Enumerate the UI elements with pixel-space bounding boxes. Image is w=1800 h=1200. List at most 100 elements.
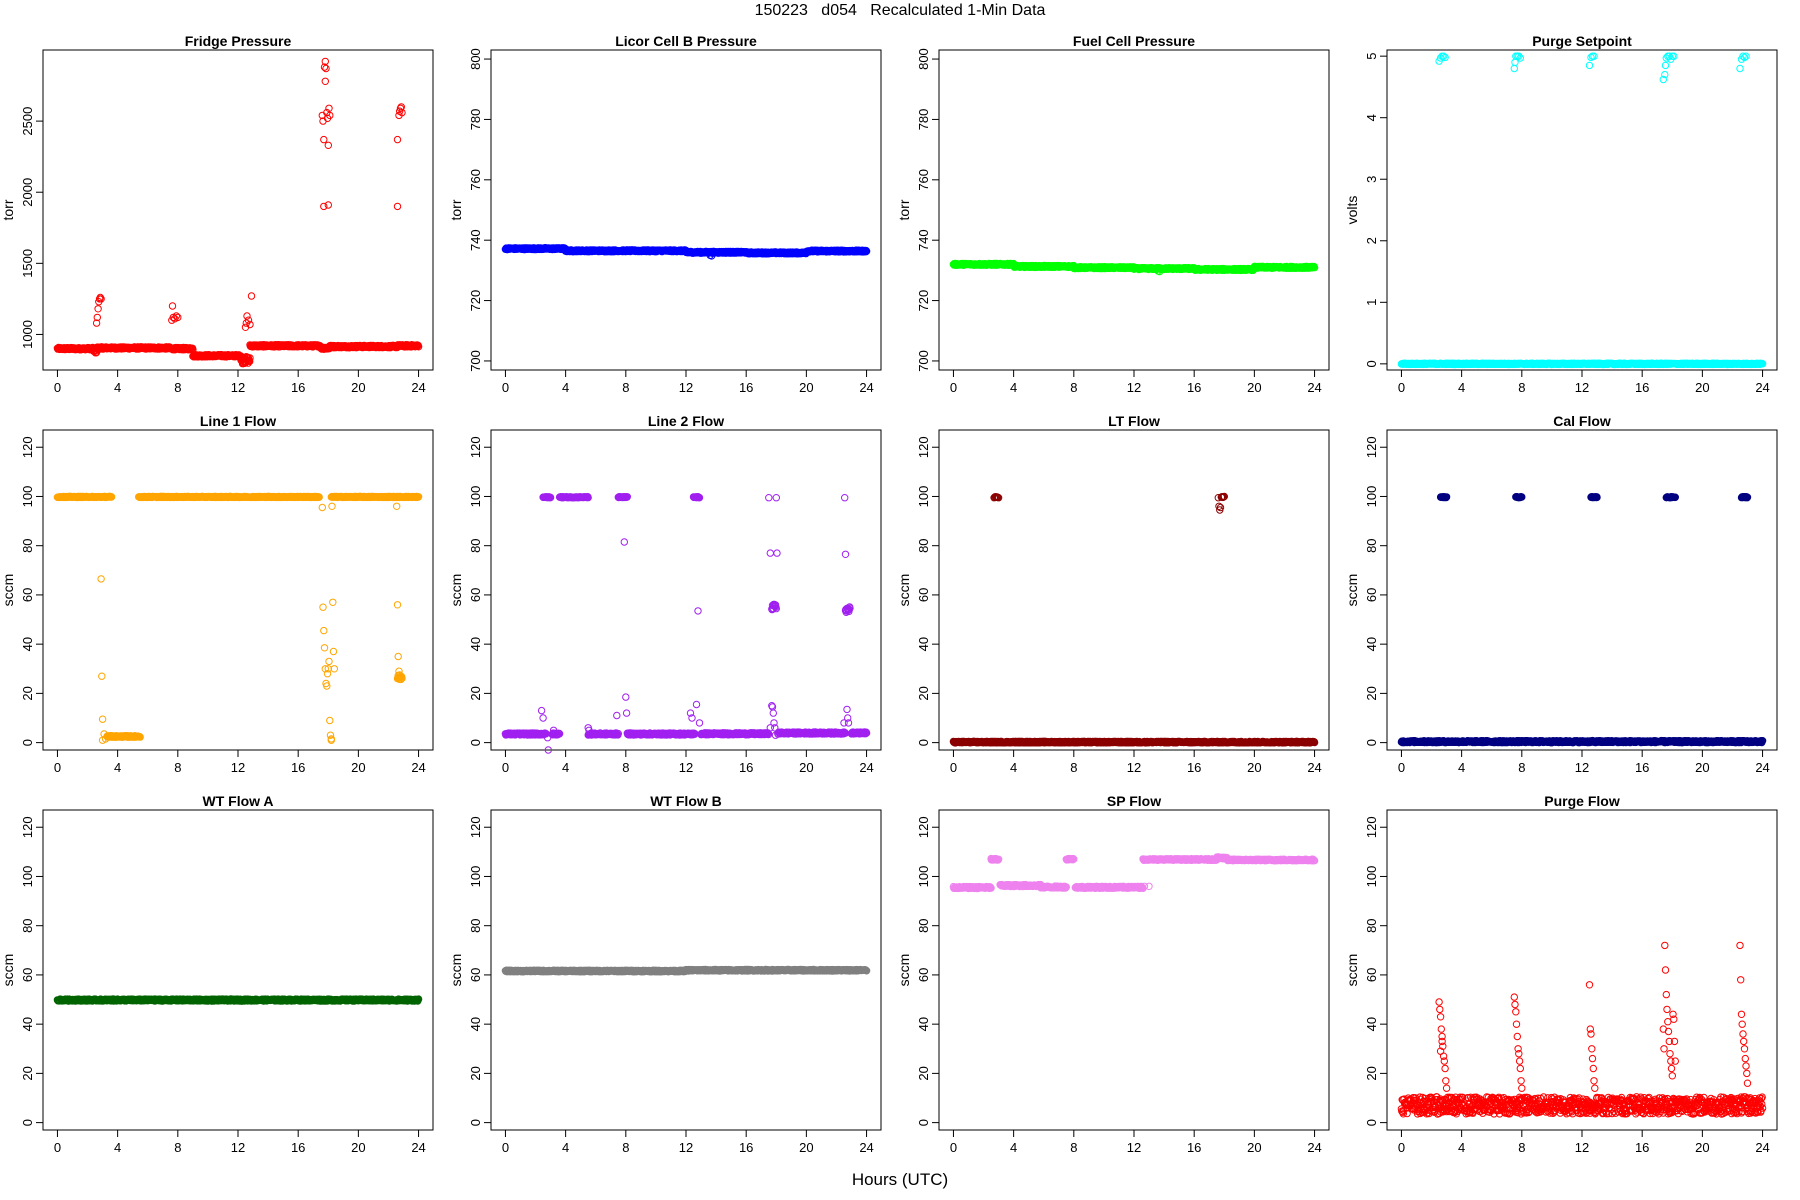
data-point	[324, 141, 332, 150]
panel-title: Fuel Cell Pressure	[1073, 33, 1195, 49]
y-axis-label: torr	[896, 199, 912, 220]
x-tick-label: 16	[739, 380, 753, 395]
y-tick-label: 40	[20, 637, 35, 651]
y-tick-label: 740	[916, 229, 931, 251]
x-tick-label: 12	[1575, 380, 1589, 395]
y-tick-label: 800	[468, 48, 483, 70]
x-tick-label: 16	[291, 760, 305, 775]
panel-title: Licor Cell B Pressure	[615, 33, 757, 49]
x-tick-label: 4	[114, 760, 121, 775]
y-tick-label: 1500	[20, 249, 35, 278]
panel-fuel-cell-pressure: Fuel Cell Pressure 0 4 8 12 16 20 24 700 720 740 76…	[896, 33, 1330, 395]
data-point	[320, 135, 328, 144]
y-tick-label: 720	[916, 290, 931, 312]
x-tick-label: 16	[1635, 380, 1649, 395]
y-tick-label: 2	[1364, 237, 1379, 244]
data-point	[1588, 52, 1597, 60]
x-tick-label: 24	[1307, 380, 1321, 395]
y-tick-label: 1	[1364, 299, 1379, 306]
x-tick-label: 0	[54, 760, 61, 775]
data-point	[393, 135, 402, 144]
x-tick-label: 8	[174, 380, 181, 395]
data-points	[501, 244, 871, 260]
y-tick-label: 100	[20, 486, 35, 508]
data-point	[247, 292, 256, 300]
x-tick-label: 24	[411, 760, 425, 775]
y-tick-label: 760	[916, 169, 931, 191]
y-tick-label: 20	[20, 686, 35, 700]
data-points	[1397, 52, 1767, 369]
data-point	[322, 64, 330, 73]
y-tick-label: 120	[20, 436, 35, 458]
plot-frame	[42, 49, 434, 371]
x-tick-label: 12	[231, 380, 245, 395]
x-tick-label: 4	[562, 380, 569, 395]
x-tick-label: 20	[1695, 380, 1709, 395]
y-axis-label: torr	[448, 199, 464, 220]
x-tick-label: 8	[174, 760, 181, 775]
y-tick-label: 720	[468, 290, 483, 312]
plot-frame	[938, 49, 1330, 371]
x-tick-label: 24	[1755, 380, 1769, 395]
data-point	[246, 354, 254, 362]
panel-line-1-flow: Line 1 Flow 0 4 8 12 16 20 24 0 20 40 60 80 100 120 scc…	[0, 413, 434, 775]
x-tick-label: 0	[1398, 380, 1405, 395]
x-tick-label: 12	[1127, 380, 1141, 395]
data-point	[168, 302, 177, 310]
x-tick-label: 0	[950, 380, 957, 395]
page-title: 150223 d054 Recalculated 1-Min Data	[754, 2, 1046, 19]
x-tick-label: 20	[1247, 380, 1261, 395]
y-tick-label: 1000	[20, 320, 35, 349]
x-tick-label: 24	[859, 380, 873, 395]
x-tick-label: 8	[622, 380, 629, 395]
x-tick-label: 4	[1010, 380, 1017, 395]
y-axis-label: volts	[1344, 196, 1360, 225]
y-tick-label: 4	[1364, 114, 1379, 121]
data-points	[53, 57, 423, 368]
x-tick-label: 16	[291, 380, 305, 395]
y-axis-label: sccm	[0, 574, 16, 607]
x-tick-label: 8	[1070, 380, 1077, 395]
y-tick-label: 700	[468, 350, 483, 372]
y-tick-label: 800	[916, 48, 931, 70]
y-axis-label: torr	[0, 199, 16, 220]
plot-frame	[1386, 49, 1778, 371]
x-tick-label: 0	[502, 380, 509, 395]
x-tick-label: 0	[54, 380, 61, 395]
y-tick-label: 700	[916, 350, 931, 372]
y-tick-label: 80	[20, 538, 35, 552]
x-tick-label: 20	[799, 380, 813, 395]
x-tick-label: 20	[351, 760, 365, 775]
y-tick-label: 60	[20, 588, 35, 602]
data-point	[94, 305, 102, 313]
data-point	[1661, 61, 1670, 70]
x-tick-label: 24	[411, 380, 425, 395]
y-tick-label: 760	[468, 169, 483, 191]
data-point	[320, 202, 328, 211]
data-point	[324, 201, 332, 209]
data-point	[246, 357, 254, 366]
panel-title: Purge Setpoint	[1532, 33, 1632, 49]
x-tick-label: 12	[231, 760, 245, 775]
data-points	[949, 259, 1319, 276]
y-tick-label: 2500	[20, 107, 35, 136]
x-tick-label: 16	[1187, 380, 1201, 395]
panel-title: Fridge Pressure	[185, 33, 292, 49]
x-tick-label: 12	[679, 380, 693, 395]
y-tick-label: 0	[1364, 360, 1379, 367]
data-point	[321, 77, 329, 86]
panel-licor-cell-b-pressure: Licor Cell B Pressure 0 4 8 12 16 20 24 700 720 74…	[448, 33, 882, 395]
data-point	[1510, 64, 1519, 73]
y-tick-label: 740	[468, 229, 483, 251]
plot-frame	[490, 49, 882, 371]
y-tick-label: 5	[1364, 53, 1379, 60]
panel-title: Line 1 Flow	[200, 413, 276, 429]
data-point	[1585, 61, 1594, 70]
y-tick-label: 0	[20, 739, 35, 746]
data-points	[53, 492, 423, 744]
data-point	[393, 202, 402, 211]
y-tick-label: 3	[1364, 176, 1379, 183]
